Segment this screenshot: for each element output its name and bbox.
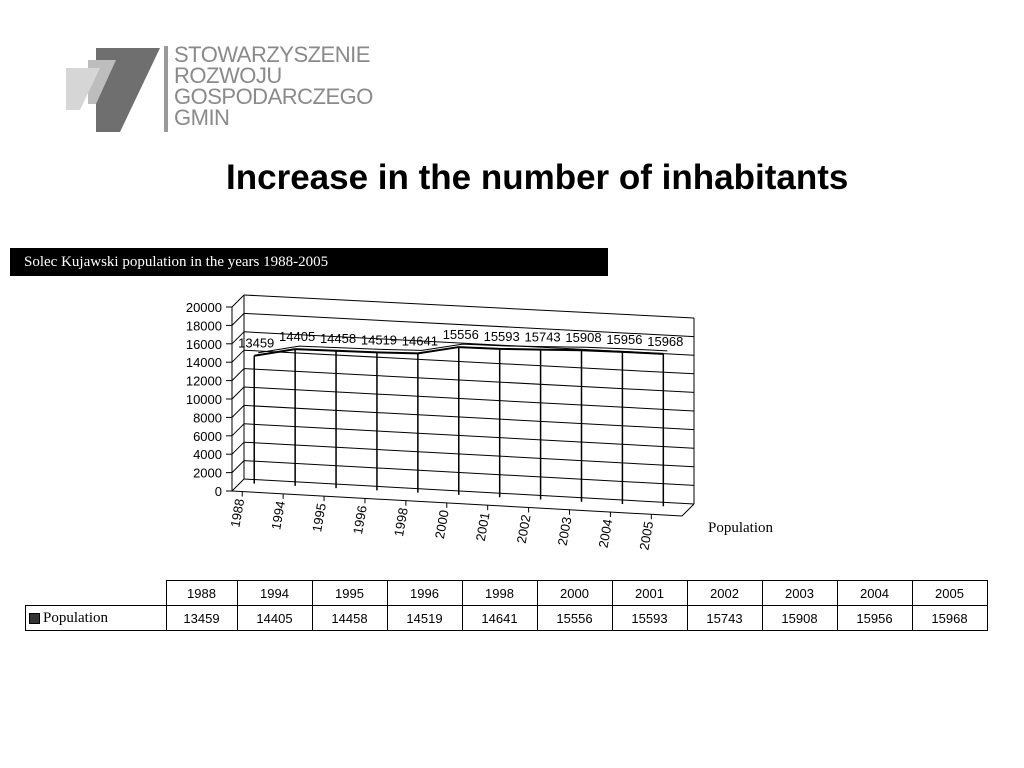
gridline-side bbox=[231, 386, 245, 400]
table-legend-cell: Population bbox=[25, 605, 167, 631]
logo-line: ROZWOJU bbox=[174, 63, 282, 88]
y-tick-label: 2000 bbox=[193, 466, 222, 481]
gridline bbox=[243, 349, 695, 375]
y-tick-label: 4000 bbox=[193, 447, 222, 462]
y-tick-label: 10000 bbox=[186, 392, 222, 407]
logo-line: GOSPODARCZEGO bbox=[174, 84, 373, 109]
table-value-cell: 15908 bbox=[761, 605, 838, 631]
table-value-cell: 13459 bbox=[165, 605, 238, 631]
table-value-cell: 14519 bbox=[386, 605, 463, 631]
slide-title: Increase in the number of inhabitants bbox=[226, 158, 849, 197]
table-value-cell: 14405 bbox=[236, 605, 313, 631]
gridline bbox=[243, 386, 695, 412]
gridline-side bbox=[231, 368, 245, 381]
series-legend-label: Population bbox=[708, 520, 774, 536]
gridline-side bbox=[231, 405, 245, 418]
table-value-cell: 15593 bbox=[611, 605, 688, 631]
x-tick-label: 2005 bbox=[636, 520, 656, 551]
table-year-cell: 2002 bbox=[686, 580, 763, 606]
gridline bbox=[243, 368, 695, 393]
gridline-side bbox=[231, 294, 245, 308]
table-row: Population 13459 14405 14458 14519 14641 1555… bbox=[25, 605, 988, 631]
gridline-side bbox=[231, 460, 245, 473]
y-tick-label: 18000 bbox=[186, 318, 222, 333]
table-value-cell: 15556 bbox=[536, 605, 613, 631]
table-value-cell: 14641 bbox=[461, 605, 538, 631]
data-label: 15556 bbox=[443, 327, 479, 342]
data-label: 14458 bbox=[320, 331, 356, 346]
x-tick-label: 2002 bbox=[514, 513, 534, 544]
gridline-side bbox=[231, 441, 245, 455]
table-value-cell: 15956 bbox=[836, 605, 913, 631]
logo-line: STOWARZYSZENIE bbox=[174, 42, 370, 67]
chart-caption: Solec Kujawski population in the years 1… bbox=[24, 254, 329, 270]
y-tick-label: 6000 bbox=[193, 429, 222, 444]
y-tick-label: 14000 bbox=[186, 355, 222, 370]
data-label: 14405 bbox=[279, 329, 315, 344]
data-label: 15956 bbox=[606, 332, 642, 347]
gridline bbox=[243, 404, 695, 431]
series-line bbox=[254, 346, 664, 357]
gridline-side bbox=[231, 349, 245, 363]
y-tick-label: 16000 bbox=[186, 337, 222, 352]
table-value-cell: 14458 bbox=[311, 605, 388, 631]
gridline bbox=[243, 294, 695, 319]
logo-wordmark: STOWARZYSZENIE ROZWOJU GOSPODARCZEGO GMI… bbox=[174, 42, 373, 130]
table-year-cell: 2005 bbox=[911, 580, 988, 606]
table-value-cell: 15968 bbox=[911, 605, 988, 631]
x-axis bbox=[231, 490, 683, 517]
logo-emblem bbox=[66, 48, 160, 132]
gridline bbox=[243, 423, 695, 449]
data-label: 15593 bbox=[484, 329, 520, 344]
gridline bbox=[243, 460, 695, 486]
y-tick-label: 8000 bbox=[193, 410, 222, 425]
table-value-cell: 15743 bbox=[686, 605, 763, 631]
gridline-side bbox=[231, 423, 245, 437]
series-line-top bbox=[258, 343, 668, 354]
logo-divider bbox=[164, 46, 168, 132]
y-tick-label: 12000 bbox=[186, 374, 222, 389]
gridline-side bbox=[231, 478, 245, 492]
logo-line: GMIN bbox=[174, 105, 230, 130]
legend-swatch-icon bbox=[29, 612, 40, 624]
x-tick-label: 2003 bbox=[555, 516, 575, 547]
gridline bbox=[243, 312, 695, 338]
table-year-cell: 2004 bbox=[836, 580, 913, 606]
x-tick-label: 2004 bbox=[596, 518, 616, 549]
gridline bbox=[243, 478, 695, 505]
floor-right-edge bbox=[681, 503, 695, 517]
table-corner-cell bbox=[25, 580, 167, 606]
table-year-cell: 1994 bbox=[236, 580, 313, 606]
table-year-cell: 1995 bbox=[311, 580, 388, 606]
x-tick-label: 1994 bbox=[268, 500, 288, 531]
y-tick-label: 0 bbox=[215, 484, 222, 499]
data-label: 15968 bbox=[647, 334, 683, 349]
data-label: 15908 bbox=[565, 330, 601, 345]
x-tick-label: 1998 bbox=[391, 507, 411, 538]
data-label: 14641 bbox=[402, 333, 438, 348]
table-year-cell: 2000 bbox=[536, 580, 613, 606]
gridline-side bbox=[231, 331, 245, 345]
y-tick-label: 20000 bbox=[186, 300, 222, 315]
gridline bbox=[243, 441, 695, 468]
table-year-cell: 1996 bbox=[386, 580, 463, 606]
data-label: 13459 bbox=[238, 336, 274, 351]
x-tick-label: 1988 bbox=[227, 497, 247, 528]
x-tick-label: 2001 bbox=[473, 511, 493, 542]
chart-caption-bar: Solec Kujawski population in the years 1… bbox=[10, 248, 608, 276]
gridline-side bbox=[231, 313, 245, 326]
data-table: 1988 1994 1995 1996 1998 2000 2001 2002 2003 2004… bbox=[25, 580, 988, 631]
table-year-cell: 1988 bbox=[165, 580, 238, 606]
data-label: 15743 bbox=[525, 330, 561, 345]
x-tick-label: 1996 bbox=[350, 504, 370, 535]
x-tick-label: 2000 bbox=[432, 509, 452, 540]
table-year-cell: 2001 bbox=[611, 580, 688, 606]
table-header-row: 1988 1994 1995 1996 1998 2000 2001 2002 2003 2004… bbox=[25, 580, 988, 606]
table-year-cell: 1998 bbox=[461, 580, 538, 606]
x-tick-label: 1995 bbox=[309, 502, 329, 533]
data-label: 14519 bbox=[361, 332, 397, 347]
table-legend-label: Population bbox=[43, 609, 109, 626]
table-year-cell: 2003 bbox=[761, 580, 838, 606]
